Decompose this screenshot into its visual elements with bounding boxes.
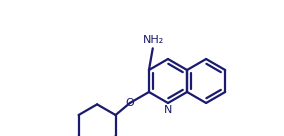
Text: O: O <box>126 98 134 108</box>
Text: NH₂: NH₂ <box>143 35 164 45</box>
Text: N: N <box>164 105 172 115</box>
